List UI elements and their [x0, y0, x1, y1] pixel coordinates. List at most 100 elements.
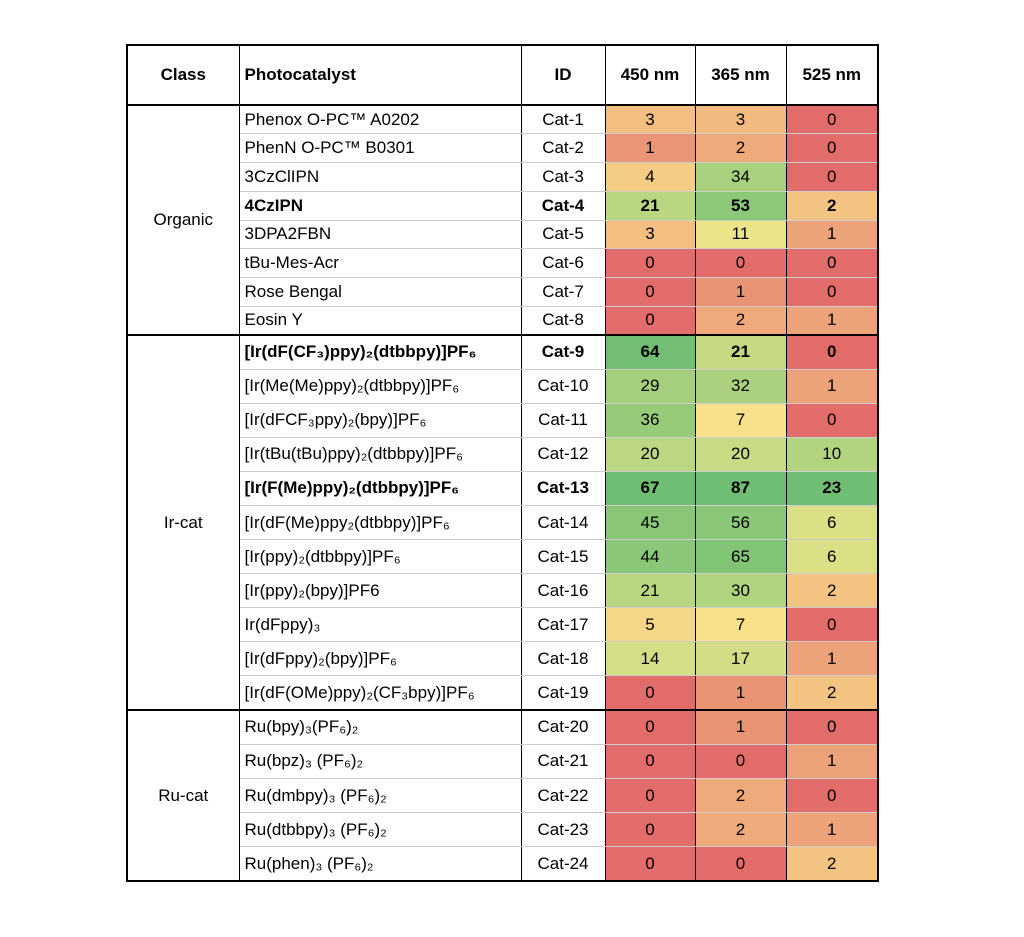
photocatalyst-cell: [Ir(dF(CF₃)ppy)₂(dtbbpy)]PF₆ — [238, 335, 522, 370]
value-cell: 2 — [785, 191, 879, 221]
value-cell: 30 — [694, 573, 787, 609]
value-cell: 20 — [694, 437, 787, 472]
value-cell: 1 — [785, 220, 879, 250]
photocatalyst-cell: Ru(bpz)₃ (PF₆)₂ — [238, 744, 522, 779]
value-cell: 3 — [604, 105, 696, 135]
value-cell: 0 — [785, 607, 879, 643]
value-cell: 0 — [604, 846, 696, 882]
value-cell: 3 — [694, 105, 787, 135]
table-body: Organic Phenox O-PC™ A0202 Cat-1 3 3 0 PhenN O… — [126, 105, 879, 882]
id-cell: Cat-4 — [520, 191, 606, 221]
header-row: Class Photocatalyst ID 450 nm 365 nm 525 nm — [126, 45, 879, 106]
column-header: 525 nm — [785, 45, 879, 106]
value-cell: 0 — [604, 675, 696, 712]
id-cell: Cat-23 — [520, 812, 606, 848]
value-cell: 0 — [785, 277, 879, 307]
table-row: tBu-Mes-Acr Cat-6 0 0 0 — [127, 248, 879, 278]
table-row: Ru-cat Ru(bpy)₃(PF₆)₂ Cat-20 0 1 0 — [126, 710, 879, 882]
table-row: Ru(phen)₃ (PF₆)₂ Cat-24 0 0 2 — [127, 846, 879, 882]
photocatalyst-cell: 3CzClIPN — [238, 162, 522, 192]
value-cell: 2 — [694, 812, 787, 848]
table-row: Eosin Y Cat-8 0 2 1 — [127, 306, 879, 336]
value-cell: 1 — [785, 812, 879, 848]
id-cell: Cat-13 — [520, 471, 606, 506]
value-cell: 36 — [604, 403, 696, 438]
value-cell: 34 — [694, 162, 787, 192]
value-cell: 0 — [785, 162, 879, 192]
value-cell: 0 — [694, 744, 787, 779]
table-row: [Ir(dFCF₃ppy)₂(bpy)]PF₆ Cat-11 36 7 0 — [127, 403, 879, 438]
id-cell: Cat-2 — [520, 133, 606, 163]
value-cell: 20 — [604, 437, 696, 472]
value-cell: 2 — [785, 675, 879, 712]
table-row: [Ir(dF(Me)ppy₂(dtbbpy)]PF₆ Cat-14 45 56 6 — [127, 505, 879, 541]
value-cell: 32 — [694, 369, 787, 404]
table-row: [Ir(dF(OMe)ppy)₂(CF₃bpy)]PF₆ Cat-19 0 1 2 — [127, 675, 879, 712]
photocatalyst-cell: [Ir(tBu(tBu)ppy)₂(dtbbpy)]PF₆ — [238, 437, 522, 472]
id-cell: Cat-12 — [520, 437, 606, 472]
id-cell: Cat-22 — [520, 778, 606, 814]
value-cell: 0 — [694, 248, 787, 278]
value-cell: 1 — [694, 710, 787, 745]
value-cell: 1 — [785, 306, 879, 336]
table-row: Ru(bpz)₃ (PF₆)₂ Cat-21 0 0 1 — [127, 744, 879, 779]
class-cell: Ir-cat — [126, 335, 240, 712]
value-cell: 29 — [604, 369, 696, 404]
id-cell: Cat-3 — [520, 162, 606, 192]
value-cell: 5 — [604, 607, 696, 643]
id-cell: Cat-14 — [520, 505, 606, 541]
id-cell: Cat-1 — [520, 105, 606, 135]
value-cell: 0 — [604, 812, 696, 848]
value-cell: 0 — [785, 248, 879, 278]
photocatalyst-cell: tBu-Mes-Acr — [238, 248, 522, 278]
value-cell: 56 — [694, 505, 787, 541]
value-cell: 14 — [604, 641, 696, 677]
value-cell: 0 — [694, 846, 787, 882]
class-cell: Organic — [126, 105, 240, 336]
table-row: Organic Phenox O-PC™ A0202 Cat-1 3 3 0 — [126, 105, 879, 336]
value-cell: 1 — [694, 277, 787, 307]
value-cell: 7 — [694, 403, 787, 438]
id-cell: Cat-6 — [520, 248, 606, 278]
table-row: PhenN O-PC™ B0301 Cat-2 1 2 0 — [127, 133, 879, 163]
id-cell: Cat-7 — [520, 277, 606, 307]
value-cell: 0 — [785, 710, 879, 745]
column-header: 450 nm — [604, 45, 696, 106]
column-header: ID — [520, 45, 606, 106]
value-cell: 0 — [785, 105, 879, 135]
photocatalyst-cell: [Ir(dFppy)₂(bpy)]PF₆ — [238, 641, 522, 677]
table-row: [Ir(tBu(tBu)ppy)₂(dtbbpy)]PF₆ Cat-12 20 20 1… — [127, 437, 879, 472]
id-cell: Cat-17 — [520, 607, 606, 643]
photocatalyst-cell: [Ir(Me(Me)ppy)₂(dtbbpy)]PF₆ — [238, 369, 522, 404]
value-cell: 1 — [785, 641, 879, 677]
value-cell: 1 — [604, 133, 696, 163]
value-cell: 67 — [604, 471, 696, 506]
value-cell: 2 — [785, 846, 879, 882]
value-cell: 1 — [785, 744, 879, 779]
id-cell: Cat-5 — [520, 220, 606, 250]
table-row: 4CzIPN Cat-4 21 53 2 — [127, 191, 879, 221]
value-cell: 1 — [785, 369, 879, 404]
photocatalyst-cell: [Ir(dF(Me)ppy₂(dtbbpy)]PF₆ — [238, 505, 522, 541]
value-cell: 2 — [694, 306, 787, 336]
photocatalyst-cell: 4CzIPN — [238, 191, 522, 221]
id-cell: Cat-15 — [520, 539, 606, 575]
photocatalyst-cell: Phenox O-PC™ A0202 — [238, 105, 522, 135]
value-cell: 0 — [604, 778, 696, 814]
value-cell: 0 — [604, 306, 696, 336]
column-header: Photocatalyst — [238, 45, 522, 106]
photocatalyst-cell: Ru(phen)₃ (PF₆)₂ — [238, 846, 522, 882]
value-cell: 21 — [604, 573, 696, 609]
photocatalyst-cell: [Ir(F(Me)ppy)₂(dtbbpy)]PF₆ — [238, 471, 522, 506]
id-cell: Cat-8 — [520, 306, 606, 336]
table-row: 3DPA2FBN Cat-5 3 11 1 — [127, 220, 879, 250]
photocatalyst-cell: [Ir(ppy)₂(bpy)]PF6 — [238, 573, 522, 609]
value-cell: 87 — [694, 471, 787, 506]
value-cell: 21 — [604, 191, 696, 221]
value-cell: 0 — [604, 744, 696, 779]
value-cell: 17 — [694, 641, 787, 677]
value-cell: 6 — [785, 505, 879, 541]
value-cell: 0 — [604, 248, 696, 278]
id-cell: Cat-10 — [520, 369, 606, 404]
